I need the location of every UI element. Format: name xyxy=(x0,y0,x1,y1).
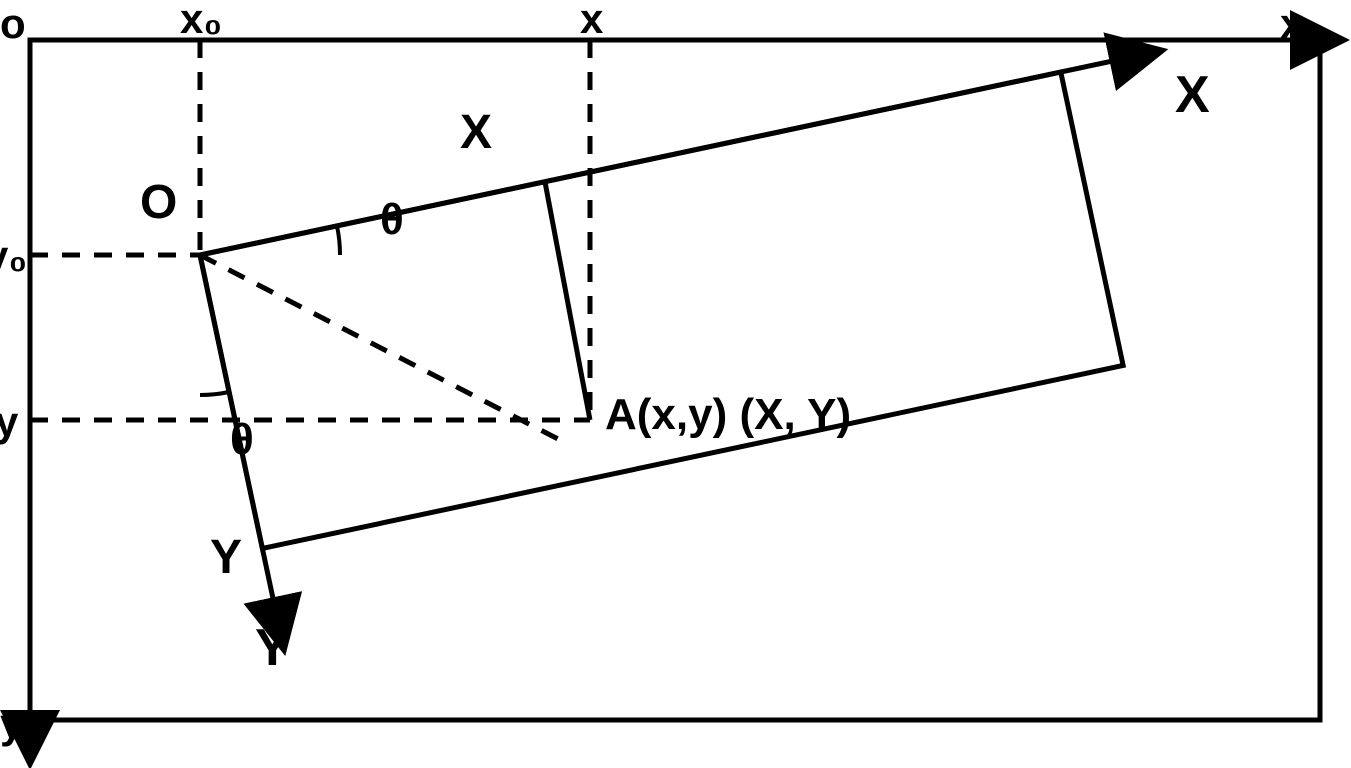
label-theta-2: θ xyxy=(230,415,254,465)
label-origin-o: o xyxy=(0,0,26,48)
label-y0-tick: y₀ xyxy=(0,232,27,280)
inner-X-axis xyxy=(200,51,1159,255)
label-x-tick: x xyxy=(580,0,603,43)
label-x0-tick: x₀ xyxy=(180,0,222,43)
label-y-axis: y xyxy=(0,700,23,748)
perpendicular-to-X xyxy=(545,182,590,420)
label-inner-O: O xyxy=(140,175,177,230)
diagram-svg xyxy=(0,0,1351,768)
label-y-tick: y xyxy=(0,398,18,446)
label-Y-axis-inner: Y xyxy=(255,618,290,678)
label-Y-tick-inner: Y xyxy=(210,530,242,585)
inner-rect xyxy=(200,72,1123,548)
theta-arc-x xyxy=(337,226,340,255)
label-theta-1: θ xyxy=(380,195,404,245)
theta-arc-y xyxy=(200,392,229,395)
label-point-A: A(x,y) (X, Y) xyxy=(605,390,851,440)
rotated-system xyxy=(200,51,1242,646)
dashed-O-to-lower xyxy=(200,255,560,440)
outer-frame xyxy=(30,40,1320,720)
label-x-axis: x xyxy=(1280,0,1303,48)
label-X-axis-inner: X xyxy=(1175,65,1210,125)
label-X-tick-inner: X xyxy=(460,105,492,160)
